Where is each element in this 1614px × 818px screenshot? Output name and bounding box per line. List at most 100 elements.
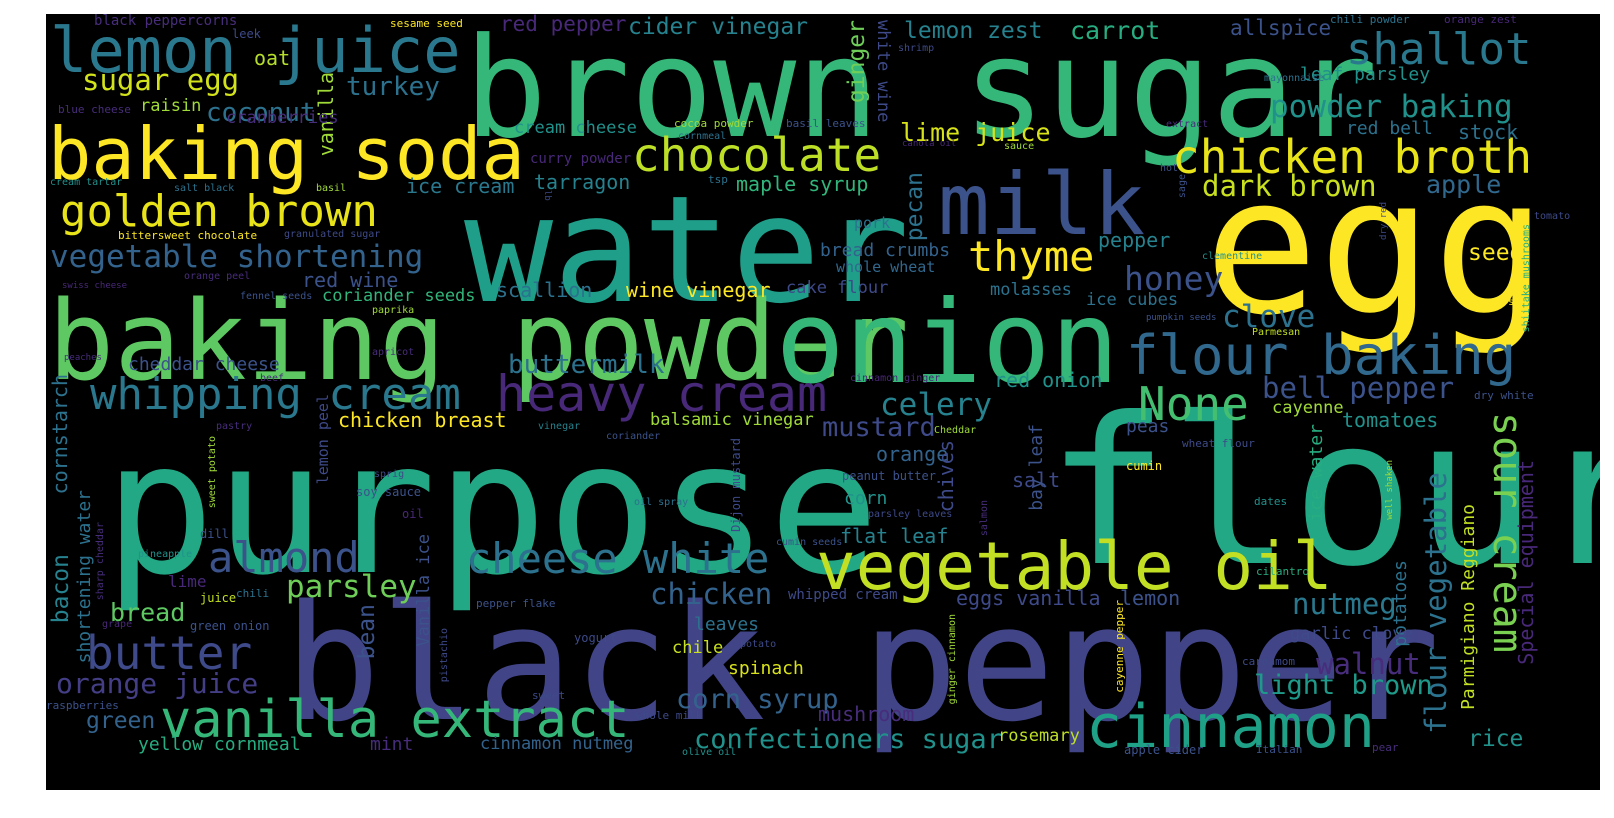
word: dry red bbox=[1379, 202, 1389, 240]
word: mint bbox=[370, 734, 414, 755]
word: chives bbox=[934, 440, 958, 513]
word: salt bbox=[1012, 468, 1061, 492]
word: salmon bbox=[979, 500, 990, 537]
word: red onion bbox=[994, 368, 1103, 392]
word: clementine bbox=[1202, 251, 1263, 262]
word: parsley leaves bbox=[868, 509, 953, 520]
word: potato bbox=[740, 639, 777, 650]
word: Special equipment bbox=[1514, 460, 1538, 665]
word: vinegar bbox=[538, 421, 581, 432]
word: thyme bbox=[968, 232, 1095, 281]
word: Italian bbox=[1256, 743, 1303, 756]
word: almond bbox=[208, 533, 360, 582]
word: pumpkin seeds bbox=[1146, 313, 1217, 323]
word: baking powder bbox=[48, 277, 909, 405]
word: pastry bbox=[216, 421, 253, 432]
word: leaves bbox=[694, 614, 760, 635]
word: cheddar cheese bbox=[128, 354, 280, 375]
word: tomato bbox=[1534, 211, 1571, 222]
word: granulated sugar bbox=[284, 229, 381, 240]
word: dill bbox=[200, 527, 229, 541]
word: capers bbox=[1478, 297, 1515, 308]
word: basil bbox=[316, 183, 347, 194]
word: ginger bbox=[844, 20, 870, 104]
word: water bbox=[464, 164, 910, 336]
word: flour vegetable bbox=[1419, 472, 1453, 734]
word: flour bbox=[1046, 375, 1600, 612]
word: well shaken bbox=[1385, 460, 1395, 520]
word: sharp cheddar bbox=[95, 522, 106, 601]
word: apple bbox=[1426, 170, 1502, 199]
word: Parmesan bbox=[1252, 327, 1301, 338]
word: apricot bbox=[372, 347, 415, 358]
word: curry powder bbox=[530, 151, 632, 167]
word: yellow cornmeal bbox=[138, 734, 301, 755]
word: ice cream bbox=[406, 174, 515, 198]
word: chile bbox=[672, 638, 724, 658]
word: red pepper bbox=[500, 14, 627, 36]
word: whipping cream bbox=[90, 369, 461, 420]
word: Dijon mustard bbox=[729, 438, 743, 532]
word: onion bbox=[776, 276, 1120, 409]
word: egg bbox=[1204, 136, 1548, 357]
word: flour baking bbox=[1126, 324, 1517, 387]
word: lemon zest bbox=[904, 18, 1043, 44]
word: chicken broth bbox=[1172, 130, 1533, 184]
word: salt black bbox=[174, 183, 235, 194]
word: mustard bbox=[822, 412, 936, 443]
word: stock bbox=[1458, 120, 1519, 144]
word: cinnamon nutmeg bbox=[480, 734, 634, 754]
word: tarragon bbox=[534, 170, 631, 194]
word: flat leaf bbox=[840, 524, 949, 548]
word: dry white bbox=[1474, 389, 1534, 402]
word: heavy cream bbox=[496, 365, 828, 423]
word: whole wheat bbox=[836, 258, 936, 276]
word: sage bbox=[1177, 174, 1188, 199]
word: orange bbox=[876, 442, 949, 466]
word: red wine bbox=[302, 268, 399, 292]
word: scallion bbox=[496, 278, 593, 302]
word: sugar egg bbox=[82, 63, 240, 97]
word: beef bbox=[260, 373, 285, 384]
word: tsp bbox=[708, 173, 728, 186]
word: None bbox=[1138, 377, 1249, 431]
word: peas bbox=[1126, 416, 1170, 437]
word: hot bbox=[1160, 163, 1179, 174]
word: extract bbox=[1166, 119, 1209, 130]
word: walnut bbox=[1316, 647, 1421, 681]
word: balsamic vinegar bbox=[650, 410, 814, 430]
word: sour cream bbox=[1484, 412, 1530, 653]
word: cake flour bbox=[786, 278, 889, 298]
word: shrimp bbox=[898, 43, 935, 54]
word: canola oil bbox=[902, 139, 957, 149]
word: juice bbox=[200, 591, 237, 605]
word: baking soda bbox=[48, 112, 525, 196]
word: parsley bbox=[286, 569, 417, 605]
word: shallot bbox=[1346, 24, 1532, 75]
word: oat bbox=[254, 46, 291, 70]
word: brown sugar bbox=[464, 14, 1378, 169]
word: lemon bbox=[1120, 586, 1181, 610]
word: chocolate bbox=[632, 128, 882, 182]
word: cocoa powder bbox=[674, 117, 754, 130]
word: Cheddar bbox=[934, 425, 977, 436]
word: bread bbox=[110, 598, 186, 627]
word: cranberries bbox=[226, 108, 339, 128]
word: cayenne bbox=[1272, 398, 1344, 418]
word: Parmigiano Reggiano bbox=[1458, 504, 1479, 710]
word: cream tartar bbox=[50, 177, 123, 188]
word: eggs vanilla bbox=[956, 586, 1101, 610]
word: bacon bbox=[48, 554, 74, 624]
word: lime bbox=[168, 572, 207, 591]
word: cayenne pepper bbox=[1113, 600, 1126, 693]
word: cinnamon ginger bbox=[850, 373, 941, 384]
word: pepper flake bbox=[476, 597, 556, 610]
word: pecan bbox=[902, 172, 928, 242]
word: nutmeg bbox=[1292, 587, 1397, 621]
word: rosemary bbox=[998, 726, 1080, 746]
word: carrot bbox=[1070, 16, 1161, 45]
word: yogurt bbox=[574, 631, 618, 645]
word: paprika bbox=[372, 305, 415, 316]
word: cardamom bbox=[1242, 655, 1295, 668]
word: dark brown bbox=[1202, 169, 1377, 203]
